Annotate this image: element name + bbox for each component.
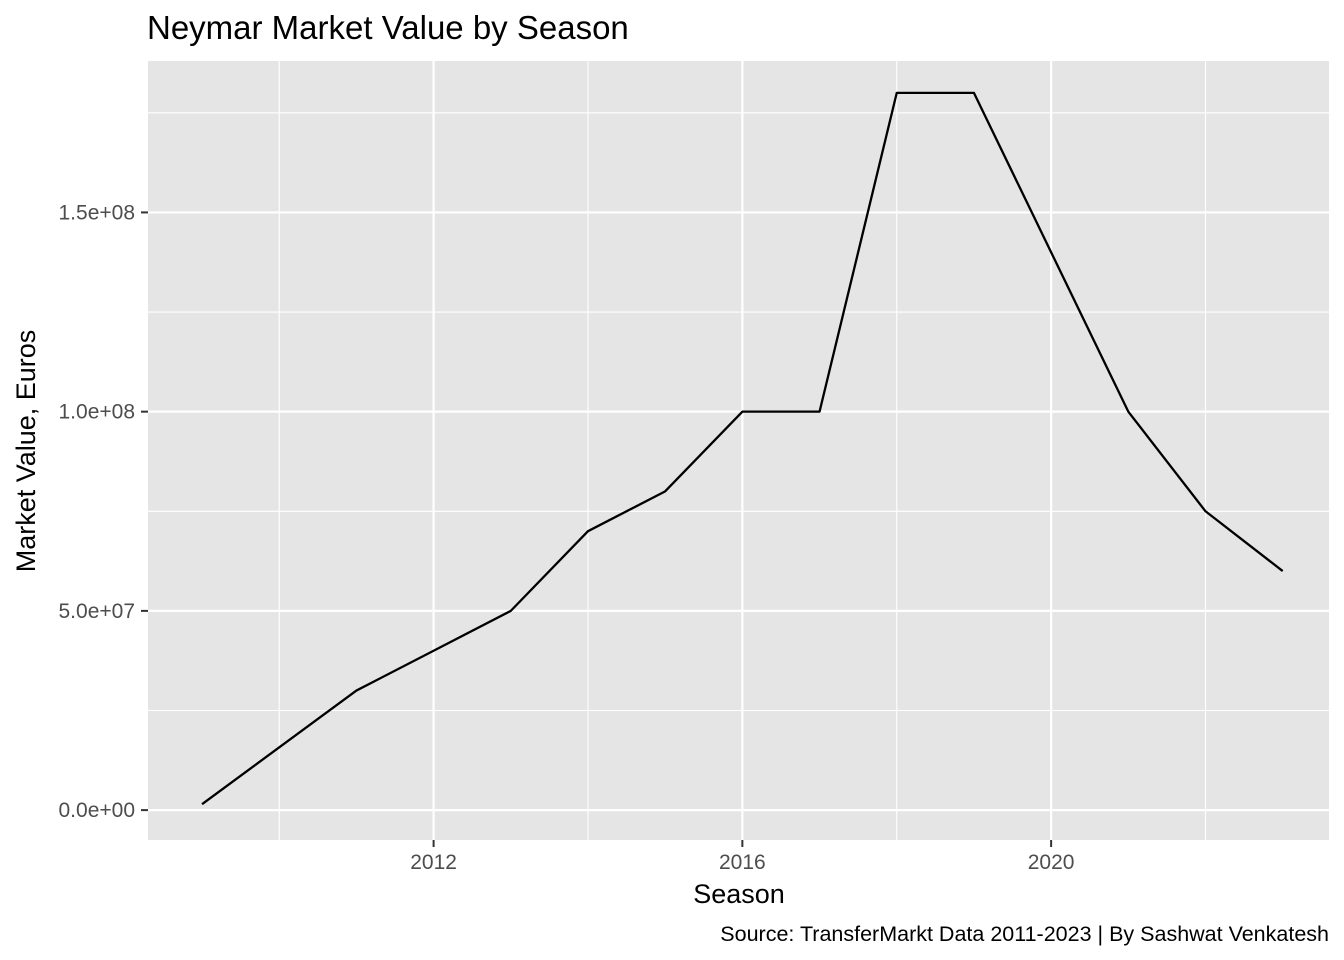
x-tick-label: 2012 xyxy=(410,851,457,874)
axis-ticks xyxy=(141,211,1053,847)
series-layer xyxy=(201,91,1284,806)
y-tick-label: 0.0e+00 xyxy=(59,799,136,822)
x-axis-title: Season xyxy=(693,879,785,909)
major-gridlines xyxy=(148,61,1329,840)
y-tick-label: 5.0e+07 xyxy=(59,600,136,623)
chart-caption: Source: TransferMarkt Data 2011-2023 | B… xyxy=(720,922,1329,946)
y-axis-title: Market Value, Euros xyxy=(11,330,41,573)
plot-panel xyxy=(148,61,1329,840)
x-tick-label: 2020 xyxy=(1028,851,1075,874)
y-tick-label: 1.5e+08 xyxy=(59,201,136,224)
x-tick-label: 2016 xyxy=(719,851,766,874)
chart-title: Neymar Market Value by Season xyxy=(147,9,629,46)
series-line xyxy=(201,91,1284,806)
y-tick-label: 1.0e+08 xyxy=(59,401,136,424)
tick-labels: 0.0e+00 5.0e+07 1.0e+08 1.5e+08 2012 2016 2020 xyxy=(59,201,1075,874)
minor-gridlines xyxy=(148,61,1329,840)
